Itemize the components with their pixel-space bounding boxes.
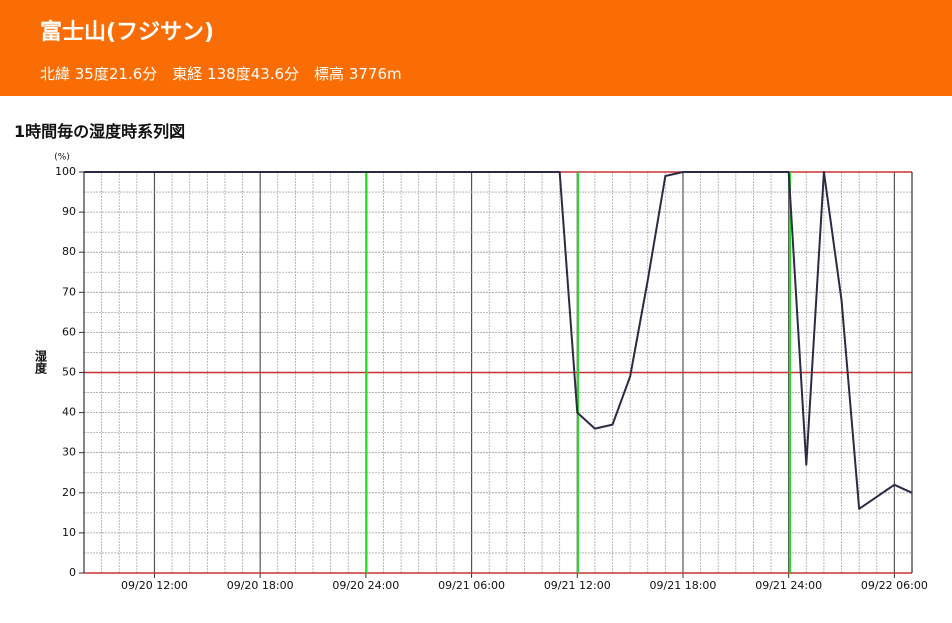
x-tick-label: 09/21 06:00 [438,579,505,592]
y-tick-label: 60 [62,325,76,338]
chart-title: 1時間毎の湿度時系列図 [14,122,186,141]
y-tick-label: 90 [62,205,76,218]
humidity-line [84,171,913,510]
y-tick-label: 30 [62,446,76,459]
y-tick-label: 100 [55,165,76,178]
x-tick-label: 09/20 24:00 [332,579,399,592]
x-tick-label: 09/21 12:00 [544,579,611,592]
y-tick-label: 40 [62,406,76,419]
y-tick-label: 10 [62,526,76,539]
x-tick-label: 09/20 12:00 [121,579,188,592]
x-tick-label: 09/21 18:00 [650,579,717,592]
y-tick-label: 70 [62,285,76,298]
station-title: 富士山(フジサン) [40,20,215,45]
y-axis-label: 湿度 [34,349,48,375]
y-tick-label: 0 [69,566,76,579]
station-info: 北緯 35度21.6分 東経 138度43.6分 標高 3776m [40,65,402,83]
y-unit: (%) [54,153,70,163]
y-tick-label: 80 [62,245,76,258]
header: 富士山(フジサン) 北緯 35度21.6分 東経 138度43.6分 標高 37… [0,0,952,96]
x-tick-label: 09/21 24:00 [755,579,822,592]
x-tick-label: 09/22 06:00 [861,579,928,592]
x-tick-label: 09/20 18:00 [227,579,294,592]
y-tick-label: 20 [62,486,76,499]
y-tick-label: 50 [62,366,76,379]
